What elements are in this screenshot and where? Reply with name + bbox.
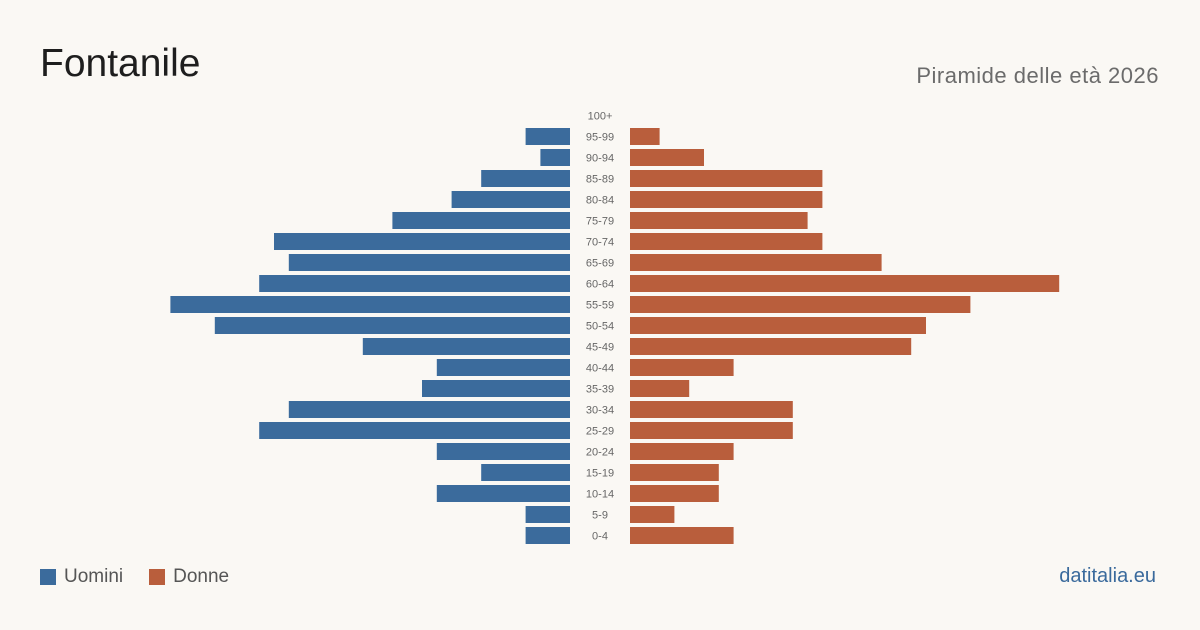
bar-men-75-79[interactable] [392, 212, 570, 229]
age-label-5-9: 5-9 [592, 510, 608, 522]
bar-men-15-19[interactable] [481, 464, 570, 481]
age-label-40-44: 40-44 [586, 363, 614, 375]
bar-men-10-14[interactable] [436, 485, 570, 502]
age-label-80-84: 80-84 [586, 195, 614, 207]
bar-women-55-59[interactable] [630, 296, 971, 313]
legend: Uomini Donne [40, 566, 255, 588]
bar-women-60-64[interactable] [630, 275, 1060, 292]
bar-men-90-94[interactable] [540, 149, 570, 166]
legend-item-women: Donne [149, 566, 229, 588]
age-label-15-19: 15-19 [586, 468, 614, 480]
age-label-35-39: 35-39 [586, 384, 614, 396]
age-label-30-34: 30-34 [586, 405, 614, 417]
bar-women-20-24[interactable] [630, 443, 734, 460]
bar-men-80-84[interactable] [451, 191, 570, 208]
age-label-10-14: 10-14 [586, 489, 614, 501]
bar-women-0-4[interactable] [630, 527, 734, 544]
bar-women-80-84[interactable] [630, 191, 823, 208]
bar-women-45-49[interactable] [630, 338, 912, 355]
bar-men-85-89[interactable] [481, 170, 570, 187]
legend-swatch-women [149, 569, 166, 585]
bar-women-50-54[interactable] [630, 317, 926, 334]
bar-women-70-74[interactable] [630, 233, 823, 250]
age-label-75-79: 75-79 [586, 216, 614, 228]
age-label-0-4: 0-4 [592, 531, 608, 543]
age-label-45-49: 45-49 [586, 342, 614, 354]
bar-men-70-74[interactable] [274, 233, 570, 250]
population-pyramid-chart: 100+ 95-99 90-94 85-89 80-84 75-79 70-74 65-69 6… [170, 111, 1060, 544]
legend-swatch-men [40, 569, 56, 585]
bar-men-5-9[interactable] [525, 506, 570, 523]
age-label-20-24: 20-24 [586, 447, 614, 459]
age-label-25-29: 25-29 [586, 426, 614, 438]
bar-women-25-29[interactable] [630, 422, 793, 439]
bar-women-95-99[interactable] [630, 128, 660, 145]
bar-women-30-34[interactable] [630, 401, 793, 418]
bar-men-30-34[interactable] [288, 401, 570, 418]
age-label-65-69: 65-69 [586, 258, 614, 270]
bar-women-65-69[interactable] [630, 254, 882, 271]
bar-men-60-64[interactable] [259, 275, 570, 292]
age-label-95-99: 95-99 [586, 132, 614, 144]
bar-women-5-9[interactable] [630, 506, 675, 523]
bar-men-65-69[interactable] [288, 254, 570, 271]
bar-men-45-49[interactable] [362, 338, 570, 355]
bar-women-40-44[interactable] [630, 359, 734, 376]
age-label-55-59: 55-59 [586, 300, 614, 312]
bar-men-40-44[interactable] [436, 359, 570, 376]
bar-women-10-14[interactable] [630, 485, 719, 502]
page-title: Fontanile [40, 42, 201, 85]
legend-item-men: Uomini [40, 566, 123, 588]
chart-subtitle: Piramide delle età 2026 [916, 63, 1159, 88]
bar-women-90-94[interactable] [630, 149, 704, 166]
bar-women-75-79[interactable] [630, 212, 808, 229]
bar-women-35-39[interactable] [630, 380, 690, 397]
age-label-85-89: 85-89 [586, 174, 614, 186]
legend-label-women: Donne [173, 566, 230, 587]
bar-men-50-54[interactable] [214, 317, 571, 334]
age-label-50-54: 50-54 [586, 321, 614, 333]
legend-label-men: Uomini [64, 566, 124, 587]
bar-men-35-39[interactable] [422, 380, 570, 397]
brand-link[interactable]: datitalia.eu [1059, 565, 1156, 587]
bar-women-15-19[interactable] [630, 464, 719, 481]
age-label-100plus: 100+ [588, 111, 613, 123]
age-label-70-74: 70-74 [586, 237, 614, 249]
bar-men-55-59[interactable] [170, 296, 570, 313]
bar-men-20-24[interactable] [436, 443, 570, 460]
bar-men-0-4[interactable] [525, 527, 570, 544]
age-label-90-94: 90-94 [586, 153, 614, 165]
bar-women-85-89[interactable] [630, 170, 823, 187]
bar-men-25-29[interactable] [259, 422, 570, 439]
age-label-60-64: 60-64 [586, 279, 614, 291]
bar-men-95-99[interactable] [525, 128, 570, 145]
